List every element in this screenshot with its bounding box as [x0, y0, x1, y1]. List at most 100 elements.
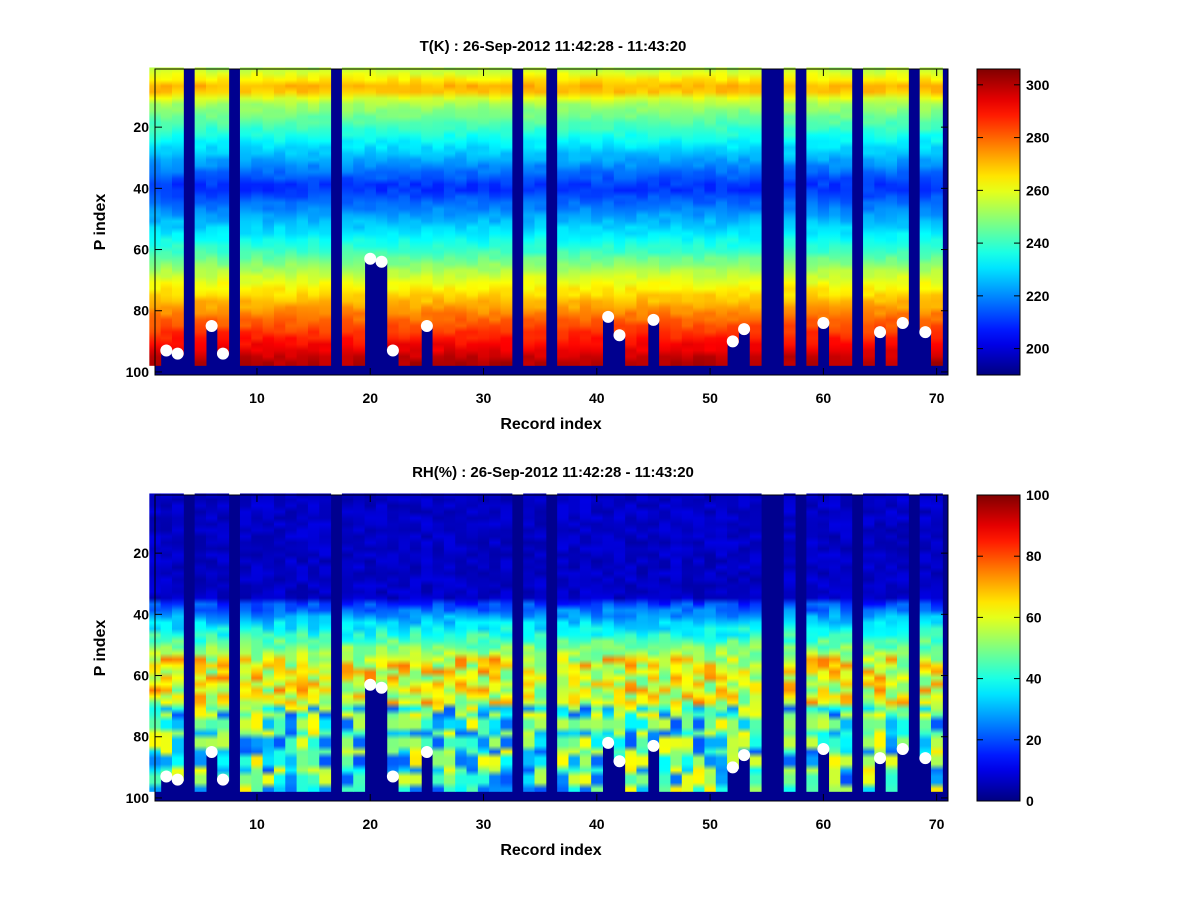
humidity-y-ticks: 20 40 60 80 100 — [126, 545, 948, 806]
y-tick-label: 100 — [126, 364, 150, 380]
surface-marker — [817, 316, 830, 329]
heatmap-column — [160, 67, 173, 353]
heatmap-column — [262, 67, 275, 366]
heatmap-column — [817, 67, 830, 325]
surface-marker — [738, 749, 751, 762]
heatmap-column — [625, 493, 637, 792]
heatmap-column — [885, 493, 898, 792]
heatmap-column — [919, 67, 932, 334]
heatmap-column — [863, 493, 875, 792]
heatmap-column — [727, 493, 739, 769]
heatmap-column — [296, 493, 309, 792]
temperature-x-ticks: 10 20 30 40 50 60 70 — [249, 69, 945, 406]
heatmap-column — [919, 493, 932, 760]
heatmap-column — [897, 67, 909, 325]
y-tick-label: 80 — [133, 729, 149, 745]
surface-marker — [160, 344, 173, 357]
heatmap-column — [409, 493, 422, 792]
heatmap-column — [307, 67, 320, 366]
surface-marker — [386, 344, 399, 357]
surface-marker — [817, 742, 830, 755]
surface-marker — [874, 752, 887, 765]
colorbar-tick-label: 240 — [1026, 235, 1050, 251]
surface-marker — [216, 773, 229, 786]
humidity-y-label: P index — [92, 620, 109, 677]
heatmap-column — [829, 67, 841, 366]
surface-marker — [919, 752, 932, 765]
surface-marker — [375, 255, 388, 268]
y-tick-label: 100 — [126, 790, 150, 806]
heatmap-column — [341, 493, 354, 792]
temperature-heatmap — [149, 67, 948, 375]
heatmap-column — [500, 493, 513, 792]
humidity-x-ticks: 10 20 30 40 50 60 70 — [249, 495, 945, 832]
heatmap-column — [319, 493, 332, 792]
heatmap-column — [738, 67, 751, 331]
x-tick-label: 20 — [362, 816, 378, 832]
surface-marker — [896, 316, 909, 329]
heatmap-column — [704, 493, 717, 792]
heatmap-column — [217, 493, 230, 782]
surface-marker — [386, 770, 399, 783]
heatmap-column — [160, 493, 173, 779]
heatmap-column — [455, 493, 468, 792]
heatmap-column — [602, 67, 615, 319]
colorbar-tick-label: 200 — [1026, 341, 1050, 357]
heatmap-column — [931, 67, 943, 366]
colorbar-gradient — [977, 69, 1020, 375]
heatmap-column — [273, 493, 286, 792]
x-tick-label: 30 — [476, 816, 492, 832]
y-tick-label: 40 — [133, 606, 149, 622]
y-tick-label: 60 — [133, 668, 149, 684]
colorbar-tick-label: 300 — [1026, 77, 1050, 93]
heatmap-column — [647, 493, 660, 748]
heatmap-column — [931, 493, 943, 792]
colorbar-tick-label: 260 — [1026, 182, 1050, 198]
heatmap-column — [387, 67, 400, 353]
temperature-colorbar-ticks: 200 220 240 260 280 300 — [977, 77, 1050, 357]
x-tick-label: 70 — [929, 816, 945, 832]
heatmap-column — [466, 67, 479, 366]
heatmap-column — [534, 493, 547, 792]
humidity-x-label: Record index — [500, 842, 601, 859]
heatmap-column — [591, 67, 603, 366]
heatmap-column — [874, 493, 887, 760]
temperature-surface-markers — [160, 252, 932, 360]
heatmap-column — [285, 493, 298, 792]
surface-marker — [613, 755, 626, 768]
heatmap-column — [171, 67, 184, 356]
heatmap-column — [353, 493, 366, 792]
heatmap-column — [364, 493, 377, 687]
heatmap-column — [194, 493, 207, 792]
heatmap-column — [715, 67, 728, 366]
heatmap-column — [523, 493, 536, 792]
heatmap-column — [217, 67, 230, 356]
heatmap-column — [636, 493, 649, 792]
heatmap-column — [625, 67, 637, 366]
colorbar-tick-label: 60 — [1026, 609, 1042, 625]
colorbar-gradient — [977, 495, 1020, 801]
colorbar-tick-label: 100 — [1026, 487, 1050, 503]
surface-marker — [647, 313, 660, 326]
temperature-panel: T(K) : 26-Sep-2012 11:42:28 - 11:43:20 1… — [92, 38, 1050, 433]
colorbar-tick-label: 80 — [1026, 548, 1042, 564]
colorbar-tick-label: 40 — [1026, 671, 1042, 687]
x-tick-label: 70 — [929, 390, 945, 406]
surface-marker — [738, 323, 751, 336]
heatmap-column — [307, 493, 320, 792]
surface-marker — [420, 320, 433, 333]
heatmap-column — [783, 493, 796, 792]
surface-marker — [602, 736, 615, 749]
heatmap-column — [409, 67, 422, 366]
x-tick-label: 10 — [249, 816, 265, 832]
x-tick-label: 50 — [702, 390, 718, 406]
x-tick-label: 40 — [589, 390, 605, 406]
heatmap-column — [636, 67, 649, 366]
humidity-title: RH(%) : 26-Sep-2012 11:42:28 - 11:43:20 — [412, 464, 694, 481]
heatmap-column — [568, 67, 581, 366]
heatmap-column — [613, 493, 626, 763]
heatmap-column — [489, 67, 502, 366]
heatmap-column — [500, 67, 513, 366]
surface-marker — [171, 347, 184, 360]
humidity-colorbar — [977, 495, 1020, 801]
